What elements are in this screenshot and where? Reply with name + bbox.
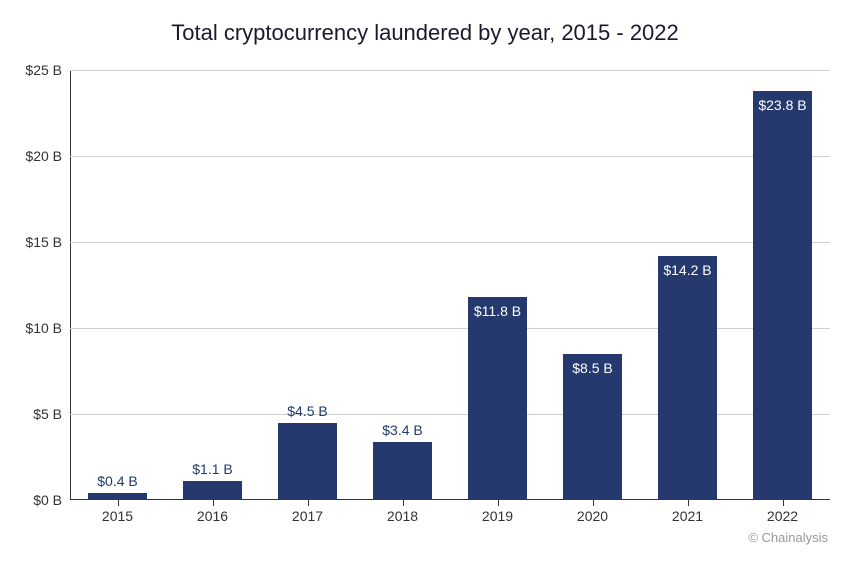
y-tick-label: $5 B: [33, 406, 70, 422]
bar-value-label: $14.2 B: [663, 262, 711, 278]
x-tick-label: 2017: [292, 500, 323, 524]
gridline: [70, 242, 830, 243]
chart-title: Total cryptocurrency laundered by year, …: [0, 20, 850, 46]
bar-value-label: $1.1 B: [192, 461, 232, 481]
x-tick-label: 2015: [102, 500, 133, 524]
bar: $1.1 B: [183, 481, 242, 500]
bar: $11.8 B: [468, 297, 527, 500]
bar-value-label: $0.4 B: [97, 473, 137, 493]
x-tick-label: 2018: [387, 500, 418, 524]
gridline: [70, 156, 830, 157]
bar: $14.2 B: [658, 256, 717, 500]
x-tick-label: 2020: [577, 500, 608, 524]
bar: $0.4 B: [88, 493, 147, 500]
y-tick-label: $15 B: [25, 234, 70, 250]
x-tick-label: 2019: [482, 500, 513, 524]
bar-value-label: $11.8 B: [474, 303, 521, 319]
x-tick-label: 2021: [672, 500, 703, 524]
bar-value-label: $8.5 B: [572, 360, 612, 376]
y-tick-label: $0 B: [33, 492, 70, 508]
x-tick-label: 2022: [767, 500, 798, 524]
bar: $8.5 B: [563, 354, 622, 500]
y-tick-label: $25 B: [25, 62, 70, 78]
bar-value-label: $4.5 B: [287, 403, 327, 423]
plot-area: $0 B$5 B$10 B$15 B$20 B$25 B$0.4 B2015$1…: [70, 70, 830, 500]
gridline: [70, 70, 830, 71]
bar: $23.8 B: [753, 91, 812, 500]
bar-value-label: $23.8 B: [758, 97, 806, 113]
y-tick-label: $20 B: [25, 148, 70, 164]
y-axis-line: [70, 70, 71, 500]
bar: $4.5 B: [278, 423, 337, 500]
chart-container: Total cryptocurrency laundered by year, …: [0, 0, 850, 565]
bar: $3.4 B: [373, 442, 432, 500]
bar-value-label: $3.4 B: [382, 422, 422, 442]
x-tick-label: 2016: [197, 500, 228, 524]
y-tick-label: $10 B: [25, 320, 70, 336]
attribution: © Chainalysis: [748, 530, 828, 545]
